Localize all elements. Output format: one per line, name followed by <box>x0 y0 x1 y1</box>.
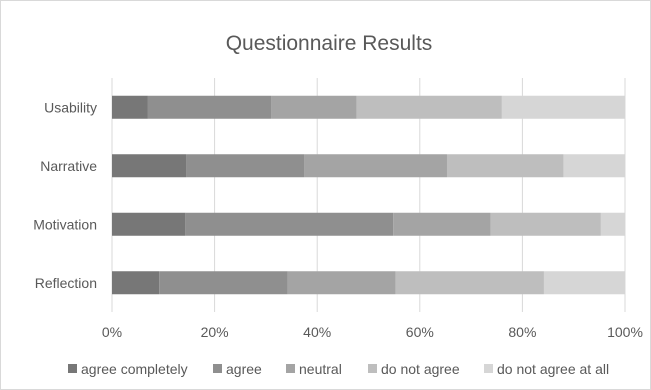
bars <box>112 95 625 295</box>
legend-swatch <box>68 364 77 373</box>
legend-label: neutral <box>299 361 342 377</box>
legend-label: agree <box>226 361 262 377</box>
bar-segment <box>563 154 625 178</box>
bar-segment <box>159 271 288 295</box>
bar-segment <box>112 271 160 295</box>
bar-segment <box>600 212 625 236</box>
x-tick-label: 0% <box>102 324 122 340</box>
legend-item: neutral <box>286 361 342 377</box>
category-label: Narrative <box>40 158 97 174</box>
bar-segment <box>112 95 148 119</box>
bar-segment <box>287 271 396 295</box>
bar-segment <box>185 212 394 236</box>
legend-item: agree <box>213 361 262 377</box>
legend-label: do not agree at all <box>497 361 609 377</box>
bar-segment <box>112 154 187 178</box>
category-label: Motivation <box>33 216 97 232</box>
category-label: Reflection <box>35 275 97 291</box>
bar-segment <box>446 154 564 178</box>
legend-label: agree completely <box>81 361 188 377</box>
bar-segment <box>393 212 491 236</box>
legend: agree completely agree neutral do not agree… <box>68 361 609 377</box>
category-label: Usability <box>44 99 97 115</box>
bar-segment <box>304 154 447 178</box>
legend-label: do not agree <box>381 361 460 377</box>
x-tick-label: 20% <box>201 324 229 340</box>
legend-item: agree completely <box>68 361 188 377</box>
x-tick-label: 40% <box>303 324 331 340</box>
bar-segment <box>543 271 625 295</box>
legend-swatch <box>368 364 377 373</box>
bar-segment <box>501 95 625 119</box>
legend-swatch <box>213 364 222 373</box>
bar-segment <box>186 154 305 178</box>
bar-segment <box>490 212 601 236</box>
category-labels: Usability Narrative Motivation Reflection <box>33 99 97 291</box>
chart-title: Questionnaire Results <box>226 32 433 55</box>
x-tick-label: 60% <box>406 324 434 340</box>
legend-item: do not agree at all <box>484 361 609 377</box>
bar-segment <box>271 95 357 119</box>
x-tick-labels: 0% 20% 40% 60% 80% 100% <box>102 324 643 340</box>
legend-item: do not agree <box>368 361 460 377</box>
legend-swatch <box>484 364 493 373</box>
bar-segment <box>356 95 502 119</box>
bar-segment <box>395 271 544 295</box>
bar-segment <box>112 212 186 236</box>
x-tick-label: 100% <box>607 324 643 340</box>
legend-swatch <box>286 364 295 373</box>
x-tick-label: 80% <box>508 324 536 340</box>
bar-segment <box>147 95 272 119</box>
